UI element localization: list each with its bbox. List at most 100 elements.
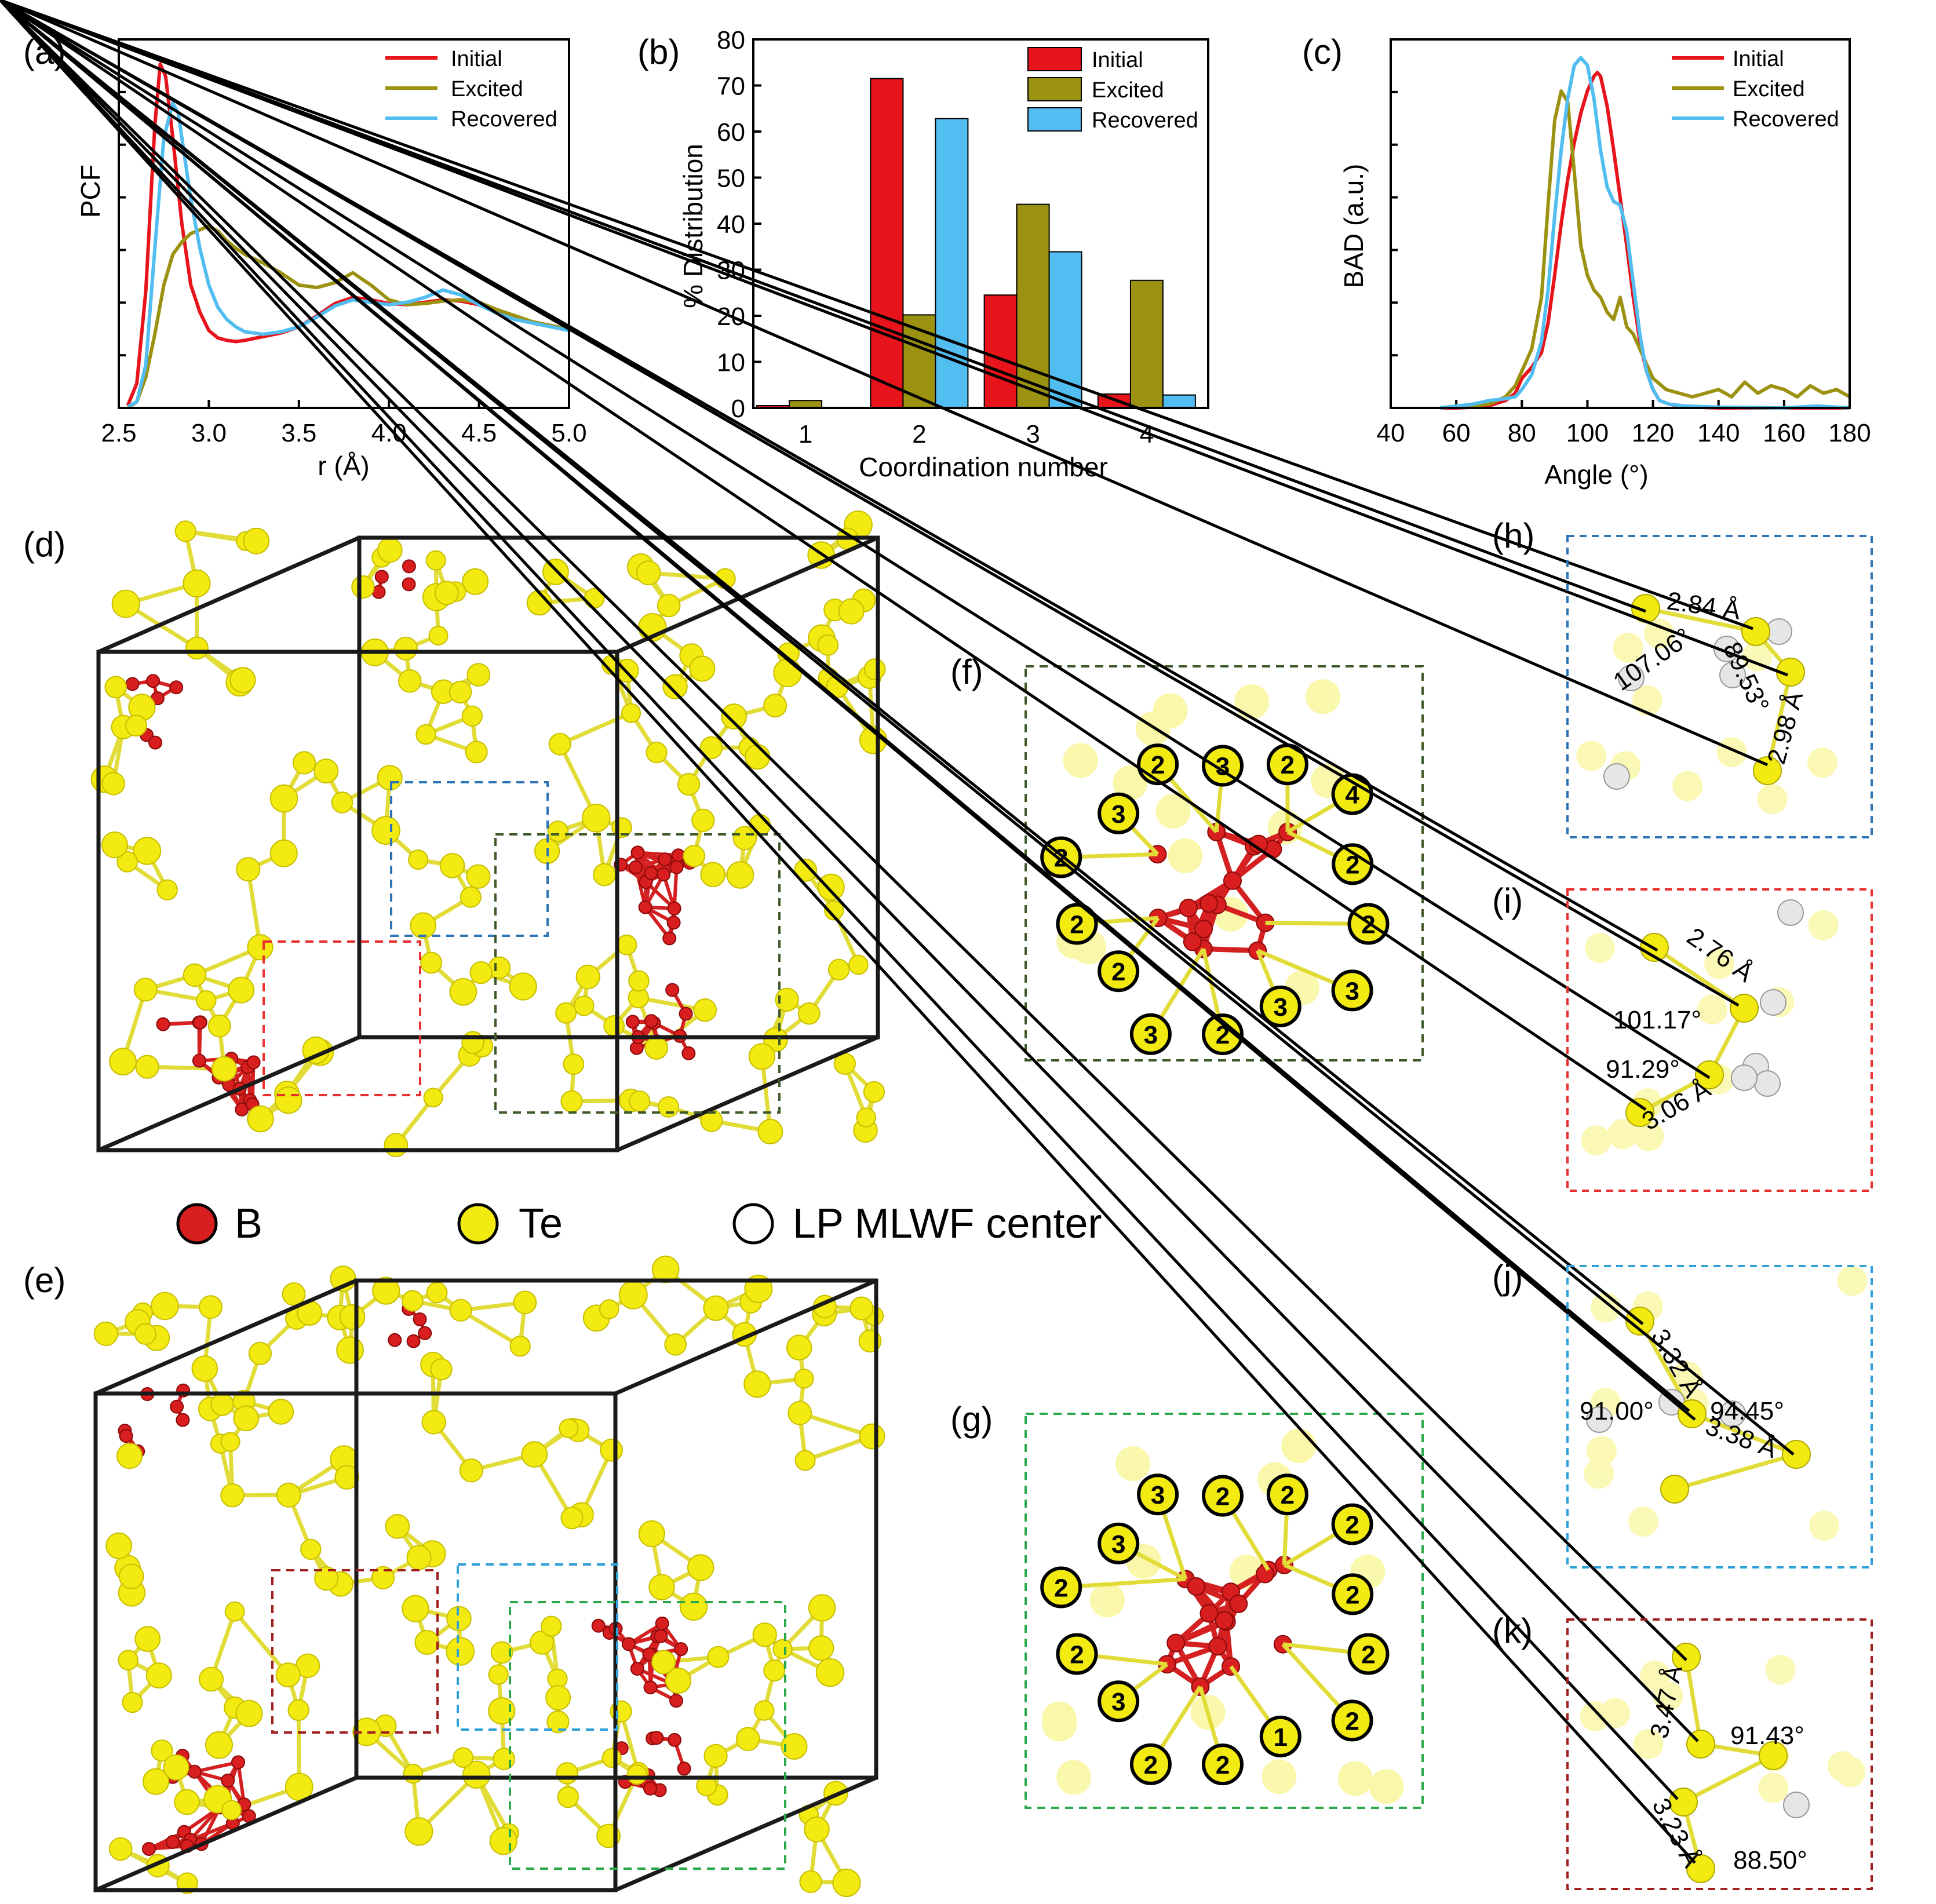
tellurium-atom	[799, 1870, 822, 1893]
tellurium-atom	[220, 1432, 240, 1452]
labelled-tellurium-atom	[1266, 1473, 1308, 1516]
y-tick-label-b: 70	[717, 72, 745, 101]
tellurium-atom	[243, 527, 270, 555]
tellurium-atom	[118, 1650, 138, 1670]
coordination-number-label: 2	[1281, 751, 1295, 779]
plot-area-c	[1439, 56, 1851, 410]
background-tellurium-atom	[1369, 1769, 1404, 1804]
background-tellurium-atom	[1809, 1511, 1840, 1541]
background-tellurium-atom	[1757, 784, 1788, 815]
tellurium-atom	[700, 862, 726, 888]
background-tellurium-atom	[1835, 1757, 1866, 1788]
boron-atom	[1215, 1611, 1234, 1630]
axis-label-x-b: Coordination number	[859, 452, 1108, 482]
boron-atom	[658, 852, 672, 867]
te-te-bond	[460, 1308, 522, 1348]
te-te-bond	[1653, 946, 1745, 1010]
boron-atom	[644, 1014, 658, 1028]
legend-lp-center-label: LP MLWF center	[793, 1201, 1102, 1247]
tellurium-atom	[174, 520, 196, 542]
tellurium-atom	[575, 964, 600, 990]
tellurium-atom	[863, 1081, 885, 1103]
tellurium-atom	[426, 1282, 448, 1304]
tellurium-atom	[101, 831, 128, 859]
bar-excited-cn3	[1016, 203, 1050, 408]
boron-atom	[1208, 1637, 1227, 1656]
lp-center	[1777, 899, 1804, 926]
tellurium-atom	[636, 560, 661, 586]
tellurium-atom	[183, 569, 211, 598]
legend-boron-label: B	[235, 1201, 262, 1247]
tellurium-atom	[798, 1002, 821, 1025]
boron-atom	[1187, 1577, 1206, 1596]
tellurium-atom	[817, 873, 845, 901]
tellurium-atom	[1660, 1475, 1689, 1504]
tellurium-atom	[410, 912, 437, 939]
boron-atom	[650, 1731, 664, 1745]
tellurium-atom	[817, 634, 839, 656]
coordination-number-label: 2	[1361, 1641, 1375, 1669]
boron-atom	[625, 1015, 640, 1029]
tellurium-atom	[314, 1566, 339, 1591]
distance-arrow	[0, 0, 1696, 1421]
boron-atom	[1179, 899, 1198, 917]
tellurium-atom	[151, 1739, 173, 1762]
boron-atom	[630, 1662, 644, 1676]
boron-atom	[668, 1732, 682, 1747]
tellurium-atom	[745, 744, 771, 770]
boron-atom	[146, 674, 161, 688]
tellurium-atom	[221, 1800, 242, 1821]
te-te-bond	[233, 1610, 290, 1676]
y-tick-label-b: 0	[731, 395, 745, 423]
background-tellurium-atom	[1168, 838, 1203, 873]
legend-tellurium-label: Te	[519, 1201, 563, 1247]
coordination-number-label: 2	[1111, 958, 1125, 986]
tellurium-atom	[757, 1118, 783, 1144]
coordination-number-label: 3	[1274, 993, 1288, 1022]
background-tellurium-atom	[1585, 933, 1615, 963]
tellurium-atom	[691, 808, 715, 833]
x-tick-label-c: 40	[1377, 419, 1405, 447]
tellurium-atom	[646, 742, 668, 764]
boron-atom	[119, 1429, 133, 1443]
tellurium-atom	[292, 751, 316, 775]
labelled-tellurium-atom	[1137, 1473, 1179, 1516]
boron-atom	[156, 1017, 170, 1031]
distance-arrows	[0, 0, 1699, 1864]
background-tellurium-atom	[1281, 1428, 1317, 1464]
boron-atom	[402, 577, 416, 592]
x-tick-label-a: 5.0	[551, 419, 586, 447]
boron-cluster	[614, 1731, 691, 1797]
x-tick-label-c: 100	[1566, 419, 1609, 447]
tellurium-atom	[449, 978, 477, 1006]
tellurium-atom	[699, 736, 723, 760]
tellurium-atom	[108, 1837, 133, 1861]
tellurium-atom	[402, 1290, 424, 1312]
boron-atom	[681, 1046, 696, 1060]
panel-a: (a) PCF r (Å) 2.5 3.0 3.5 4.0 4.5 5.0 Initial…	[23, 32, 587, 481]
bond-view-j: 3.32 Å91.00° 94.45°3.38 Å	[0, 0, 1868, 1541]
panel-label-e: (e)	[23, 1261, 65, 1300]
x-ticks-a: 2.5 3.0 3.5 4.0 4.5 5.0	[101, 400, 587, 447]
background-tellurium-atom	[1758, 1772, 1789, 1803]
legend-tellurium-icon	[457, 1203, 499, 1245]
tellurium-atom	[134, 1626, 161, 1653]
tellurium-atom	[235, 1699, 263, 1727]
tellurium-atom	[629, 1090, 651, 1113]
background-tellurium-atom	[1643, 618, 1674, 649]
te-te-bond	[1645, 606, 1756, 634]
te-te-bond	[1674, 1452, 1797, 1491]
x-tick-label-a: 3.5	[281, 419, 316, 447]
distance-arrow	[0, 0, 1768, 767]
tellurium-atom	[469, 961, 493, 984]
tellurium-atom	[398, 669, 422, 693]
coordination-number-label: 2	[1281, 1481, 1295, 1509]
tellurium-atom	[787, 1400, 812, 1425]
tellurium-atom	[430, 1358, 453, 1381]
frame-h	[1566, 535, 1873, 838]
tellurium-atom	[210, 1392, 234, 1416]
tellurium-atom	[651, 1650, 676, 1675]
legend-a: Initial Excited Recovered	[385, 47, 557, 132]
